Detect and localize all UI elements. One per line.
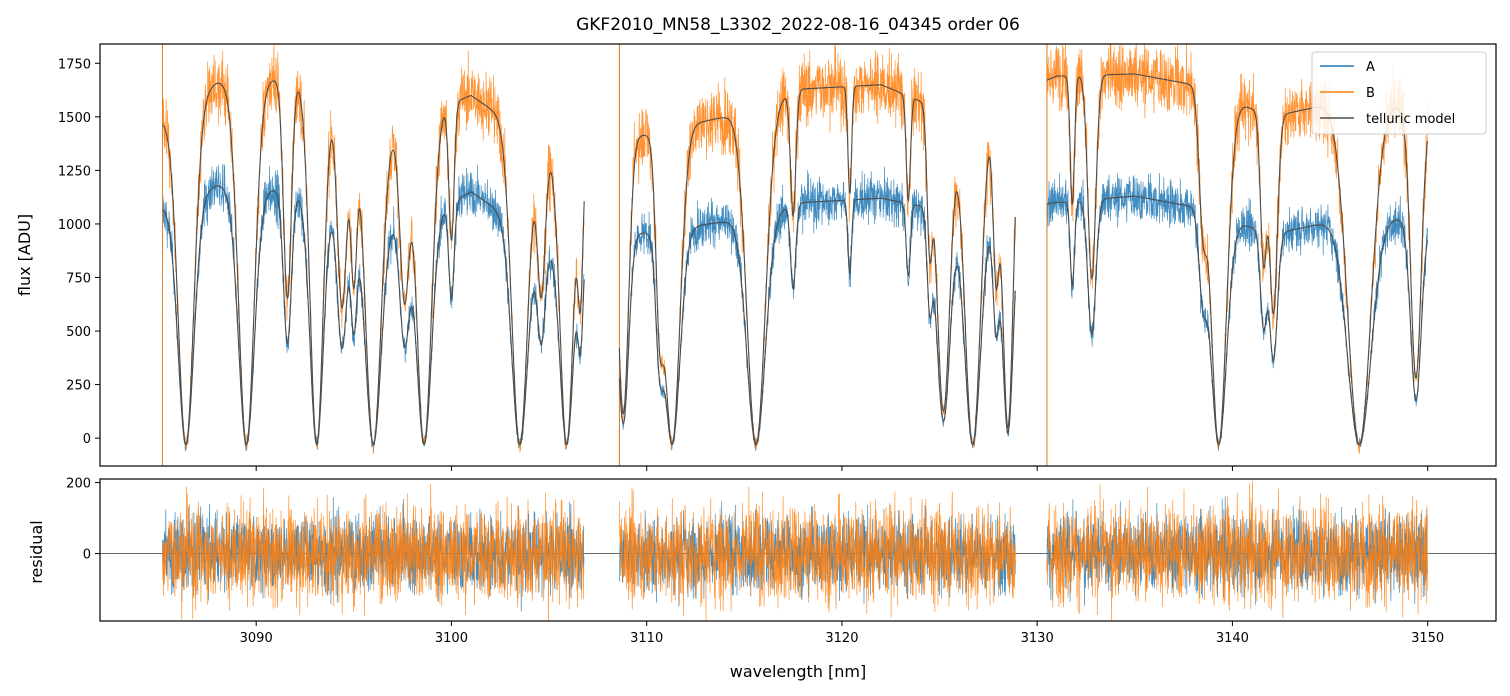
telluric-model-b-segment-0 (162, 80, 585, 446)
flux-ytick-label: 1250 (58, 164, 91, 179)
flux-panel-frame (99, 43, 1497, 467)
residual-panel-frame (99, 478, 1497, 622)
legend-label-b: B (1366, 86, 1375, 101)
wavelength-axis-label: wavelength [nm] (730, 662, 867, 681)
legend-box (1311, 51, 1487, 135)
telluric-model-b-segment-2 (1046, 73, 1428, 446)
flux-ytick-label: 0 (83, 432, 91, 447)
residual-panel: 0 200 3090 3100 3110 3120 3130 3140 3150 residu… (27, 477, 1497, 646)
chart-title: GKF2010_MN58_L3302_2022-08-16_04345 orde… (576, 15, 1020, 35)
residual-ytick-label: 0 (83, 548, 91, 563)
legend-label-telluric-model: telluric model (1366, 112, 1455, 127)
xtick-label: 3140 (1216, 631, 1249, 646)
series-b-residual-segment-2 (1046, 480, 1428, 620)
xtick-label: 3090 (240, 631, 273, 646)
legend: A B telluric model (1311, 51, 1487, 135)
series-b-residual-segment-1 (619, 486, 1016, 621)
xtick-label: 3120 (825, 631, 858, 646)
flux-ytick-label: 500 (66, 325, 91, 340)
residual-ytick-label: 200 (66, 477, 91, 492)
telluric-model-a-segment-2 (1046, 195, 1428, 446)
xtick-label: 3100 (435, 631, 468, 646)
flux-ytick-label: 1000 (58, 218, 91, 233)
flux-ytick-label: 1750 (58, 57, 91, 72)
telluric-model-b-segment-1 (618, 84, 1016, 446)
flux-ytick-label: 1500 (58, 111, 91, 126)
flux-ytick-label: 750 (66, 271, 91, 286)
xtick-label: 3150 (1411, 631, 1444, 646)
flux-ytick-label: 250 (66, 379, 91, 394)
series-b-residual-segment-0 (162, 484, 585, 621)
residual-axis-label: residual (27, 520, 46, 583)
flux-axis-label: flux [ADU] (15, 214, 34, 296)
xtick-label: 3110 (630, 631, 663, 646)
legend-label-a: A (1366, 60, 1375, 75)
telluric-model-a-segment-1 (618, 197, 1016, 446)
xtick-label: 3130 (1021, 631, 1054, 646)
flux-panel: 0 250 500 750 1000 1250 1500 1750 flux [ADU] (15, 43, 1497, 471)
